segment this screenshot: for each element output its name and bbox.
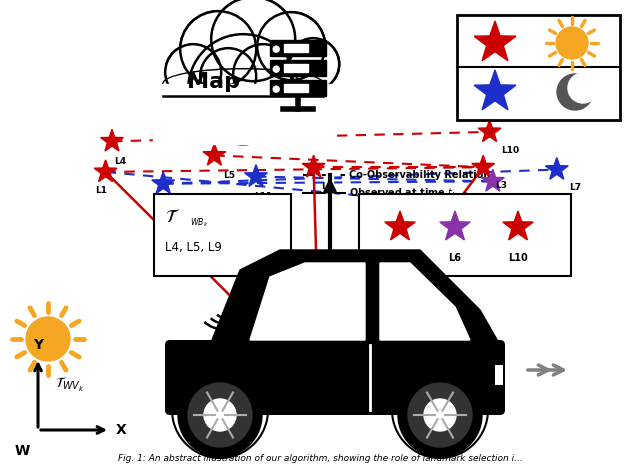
Polygon shape <box>472 155 495 177</box>
Text: Y: Y <box>33 338 43 352</box>
Text: L2: L2 <box>172 198 184 207</box>
FancyBboxPatch shape <box>482 352 503 413</box>
Bar <box>163 64 323 114</box>
Circle shape <box>287 38 339 90</box>
Text: L8: L8 <box>550 222 562 231</box>
Circle shape <box>556 27 588 59</box>
Polygon shape <box>152 172 175 194</box>
Polygon shape <box>385 211 415 240</box>
Circle shape <box>172 362 268 458</box>
Circle shape <box>557 74 593 110</box>
Text: L10: L10 <box>508 253 528 263</box>
Polygon shape <box>440 211 470 240</box>
Text: L11: L11 <box>254 192 272 201</box>
Polygon shape <box>526 200 549 222</box>
Circle shape <box>235 46 292 103</box>
Circle shape <box>408 383 472 447</box>
Text: Map: Map <box>187 72 240 92</box>
Text: L7: L7 <box>569 183 581 192</box>
Circle shape <box>178 373 262 457</box>
Bar <box>284 64 308 72</box>
Circle shape <box>257 12 325 80</box>
FancyBboxPatch shape <box>495 365 503 385</box>
Circle shape <box>188 34 298 144</box>
Circle shape <box>189 36 297 143</box>
Text: Observed at time $t_{k-1}$: Observed at time $t_{k-1}$ <box>349 186 469 200</box>
FancyBboxPatch shape <box>154 194 291 276</box>
FancyBboxPatch shape <box>359 194 571 276</box>
Text: Fig. 1: An abstract illustration of our algorithm, showing the role of landmark : Fig. 1: An abstract illustration of our … <box>118 454 522 463</box>
Circle shape <box>212 0 294 80</box>
Bar <box>270 40 326 56</box>
Polygon shape <box>302 155 325 177</box>
Ellipse shape <box>164 70 322 98</box>
Polygon shape <box>545 158 568 179</box>
Circle shape <box>180 11 256 87</box>
Circle shape <box>273 46 279 52</box>
Text: L3: L3 <box>394 253 406 263</box>
Circle shape <box>211 0 295 81</box>
Text: L6: L6 <box>449 253 461 263</box>
Polygon shape <box>244 165 268 187</box>
Polygon shape <box>503 211 533 240</box>
Circle shape <box>289 40 338 89</box>
Circle shape <box>188 383 252 447</box>
Polygon shape <box>100 130 124 151</box>
Polygon shape <box>474 70 516 110</box>
Bar <box>270 60 326 76</box>
Polygon shape <box>250 263 365 340</box>
Text: Co-Observability Relation: Co-Observability Relation <box>349 170 490 180</box>
Polygon shape <box>481 170 504 191</box>
Text: L3: L3 <box>495 181 507 190</box>
Circle shape <box>166 46 220 98</box>
Polygon shape <box>94 160 117 182</box>
Polygon shape <box>210 250 500 345</box>
Text: X: X <box>116 423 127 437</box>
FancyBboxPatch shape <box>457 15 620 120</box>
Bar <box>284 84 308 92</box>
Text: $\mathcal{T}_{WV_k}$: $\mathcal{T}_{WV_k}$ <box>55 376 84 394</box>
Bar <box>284 44 308 52</box>
Polygon shape <box>478 120 501 142</box>
Text: $_{WB_k}$: $_{WB_k}$ <box>190 216 209 230</box>
Text: L4: L4 <box>114 157 126 166</box>
Text: W: W <box>14 444 29 458</box>
Text: L9: L9 <box>322 182 333 191</box>
Circle shape <box>568 73 598 103</box>
Circle shape <box>202 49 255 103</box>
Circle shape <box>165 44 221 100</box>
Polygon shape <box>380 263 470 340</box>
Text: L1: L1 <box>95 186 108 195</box>
Polygon shape <box>203 144 226 165</box>
Circle shape <box>233 44 293 104</box>
Circle shape <box>259 14 324 79</box>
Circle shape <box>398 373 482 457</box>
Bar <box>270 80 326 96</box>
Bar <box>153 84 333 144</box>
Circle shape <box>424 399 456 431</box>
FancyBboxPatch shape <box>170 345 500 385</box>
Circle shape <box>182 13 255 86</box>
Text: L6: L6 <box>505 195 517 203</box>
Text: L5: L5 <box>223 171 236 180</box>
Text: $\mathcal{T}$: $\mathcal{T}$ <box>165 208 180 226</box>
FancyBboxPatch shape <box>165 340 505 415</box>
Circle shape <box>200 48 256 104</box>
Circle shape <box>204 399 236 431</box>
Text: L10: L10 <box>502 146 520 155</box>
Circle shape <box>273 66 279 72</box>
Circle shape <box>26 317 70 361</box>
Polygon shape <box>474 21 516 61</box>
Text: L4, L5, L9: L4, L5, L9 <box>165 241 222 253</box>
Circle shape <box>392 362 488 458</box>
Circle shape <box>273 86 279 92</box>
